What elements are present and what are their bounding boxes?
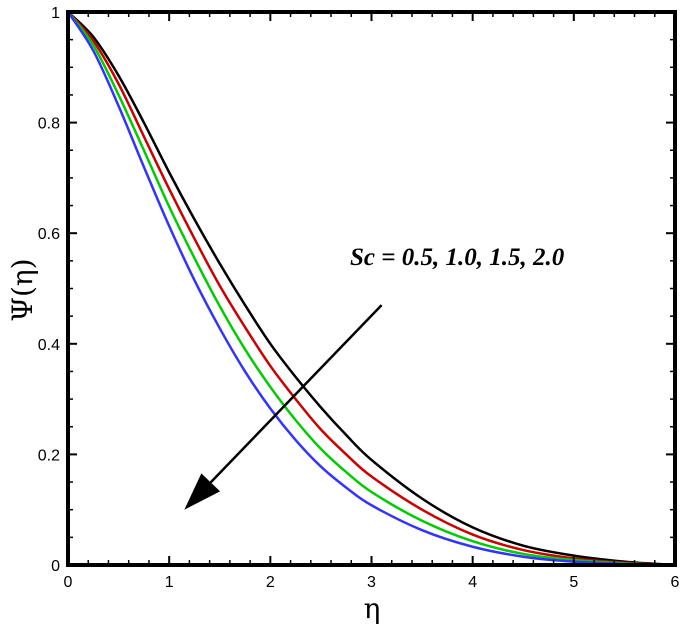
annotation-arrow-line <box>209 304 383 484</box>
annotation-arrow-head <box>184 473 221 510</box>
y-tick-label: 1 <box>51 5 60 22</box>
x-tick-label: 0 <box>64 574 73 591</box>
y-axis-label: Ψ(η) <box>6 258 39 321</box>
y-tick-label: 0 <box>51 558 60 575</box>
y-tick-label: 0.6 <box>38 226 60 243</box>
curves-layer <box>66 11 676 567</box>
ticks-layer: 0 1 2 3 4 5 6 0 0.2 0.4 0.6 0.8 1 <box>38 5 680 591</box>
x-tick-label: 4 <box>468 574 477 591</box>
plot-frame <box>66 10 677 567</box>
series-line-2 <box>67 11 676 567</box>
annotation-layer: Sc = 0.5, 1.0, 1.5, 2.0 <box>184 244 565 510</box>
annotation-label: Sc = 0.5, 1.0, 1.5, 2.0 <box>350 244 565 271</box>
x-tick-label: 3 <box>367 574 376 591</box>
x-axis-label: η <box>364 592 381 625</box>
y-tick-label: 0.8 <box>38 116 60 133</box>
y-tick-label: 0.4 <box>38 337 60 354</box>
x-tick-label: 5 <box>569 574 578 591</box>
x-tick-label: 2 <box>266 574 275 591</box>
series-line-1 <box>67 11 676 567</box>
series-line-3 <box>67 11 676 567</box>
y-tick-label: 0.2 <box>38 447 60 464</box>
series-line-4 <box>66 11 676 567</box>
x-tick-label: 1 <box>165 574 174 591</box>
x-tick-label: 6 <box>671 574 680 591</box>
